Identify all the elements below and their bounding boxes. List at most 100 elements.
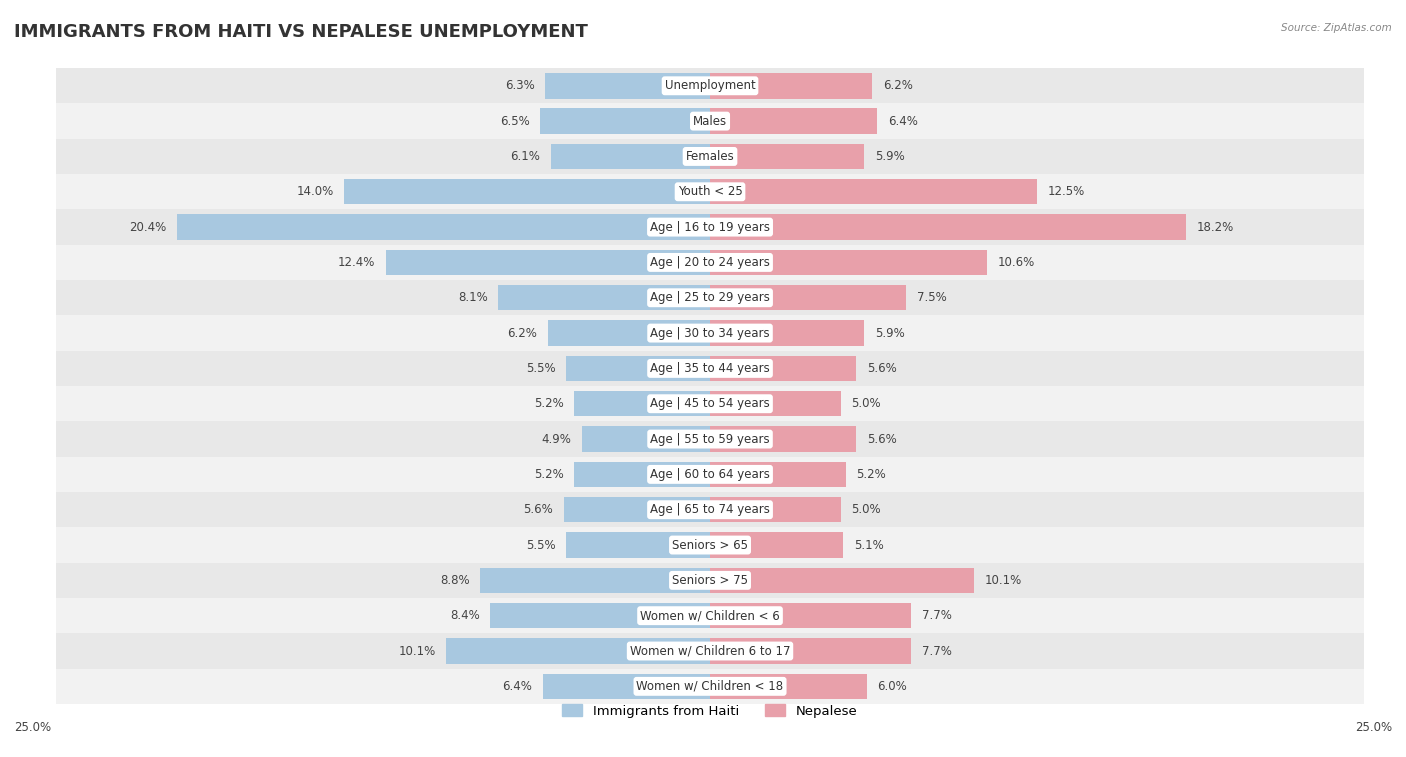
Legend: Immigrants from Haiti, Nepalese: Immigrants from Haiti, Nepalese bbox=[557, 699, 863, 723]
Bar bbox=[56, 634, 1364, 668]
Bar bbox=[710, 214, 1187, 240]
Text: Women w/ Children < 18: Women w/ Children < 18 bbox=[637, 680, 783, 693]
Text: Age | 55 to 59 years: Age | 55 to 59 years bbox=[650, 432, 770, 446]
Text: 5.6%: 5.6% bbox=[868, 432, 897, 446]
Bar bbox=[710, 179, 1038, 204]
Text: 6.4%: 6.4% bbox=[502, 680, 533, 693]
Text: Age | 60 to 64 years: Age | 60 to 64 years bbox=[650, 468, 770, 481]
Bar bbox=[710, 603, 911, 628]
Text: 8.1%: 8.1% bbox=[458, 291, 488, 304]
Text: 4.9%: 4.9% bbox=[541, 432, 571, 446]
Text: Age | 16 to 19 years: Age | 16 to 19 years bbox=[650, 220, 770, 234]
Bar bbox=[710, 426, 856, 452]
Text: 12.5%: 12.5% bbox=[1047, 185, 1084, 198]
Bar bbox=[710, 568, 974, 593]
Bar bbox=[56, 139, 1364, 174]
Bar bbox=[491, 603, 710, 628]
Text: 5.9%: 5.9% bbox=[875, 326, 904, 340]
Text: 5.0%: 5.0% bbox=[851, 397, 882, 410]
Text: 6.2%: 6.2% bbox=[508, 326, 537, 340]
Bar bbox=[546, 73, 710, 98]
Text: 12.4%: 12.4% bbox=[337, 256, 375, 269]
Text: 7.7%: 7.7% bbox=[922, 609, 952, 622]
Bar bbox=[540, 108, 710, 134]
Text: 5.0%: 5.0% bbox=[851, 503, 882, 516]
Text: 10.1%: 10.1% bbox=[398, 644, 436, 658]
Bar bbox=[574, 462, 710, 487]
Text: 6.2%: 6.2% bbox=[883, 79, 912, 92]
Text: 6.1%: 6.1% bbox=[510, 150, 540, 163]
Bar bbox=[567, 532, 710, 558]
Bar bbox=[56, 316, 1364, 350]
Text: 8.8%: 8.8% bbox=[440, 574, 470, 587]
Bar bbox=[56, 245, 1364, 280]
Bar bbox=[710, 356, 856, 381]
Bar bbox=[56, 104, 1364, 139]
Bar bbox=[56, 174, 1364, 210]
Bar bbox=[710, 391, 841, 416]
Bar bbox=[56, 280, 1364, 316]
Bar bbox=[56, 492, 1364, 528]
Text: Unemployment: Unemployment bbox=[665, 79, 755, 92]
Text: Seniors > 75: Seniors > 75 bbox=[672, 574, 748, 587]
Bar bbox=[710, 108, 877, 134]
Text: 10.6%: 10.6% bbox=[998, 256, 1035, 269]
Bar bbox=[56, 528, 1364, 562]
Text: Age | 35 to 44 years: Age | 35 to 44 years bbox=[650, 362, 770, 375]
Text: 6.5%: 6.5% bbox=[501, 114, 530, 128]
Bar bbox=[56, 598, 1364, 634]
Text: Females: Females bbox=[686, 150, 734, 163]
Text: 5.5%: 5.5% bbox=[526, 362, 555, 375]
Text: 5.2%: 5.2% bbox=[534, 397, 564, 410]
Bar bbox=[567, 356, 710, 381]
Bar bbox=[344, 179, 710, 204]
Text: Age | 30 to 34 years: Age | 30 to 34 years bbox=[650, 326, 770, 340]
Text: 6.0%: 6.0% bbox=[877, 680, 907, 693]
Bar bbox=[710, 532, 844, 558]
Bar bbox=[710, 144, 865, 169]
Text: 5.2%: 5.2% bbox=[856, 468, 886, 481]
Bar bbox=[177, 214, 710, 240]
Bar bbox=[710, 73, 872, 98]
Text: 5.6%: 5.6% bbox=[523, 503, 553, 516]
Bar bbox=[56, 422, 1364, 456]
Text: 10.1%: 10.1% bbox=[984, 574, 1022, 587]
Bar bbox=[385, 250, 710, 275]
Text: 5.1%: 5.1% bbox=[853, 538, 883, 552]
Text: 8.4%: 8.4% bbox=[450, 609, 479, 622]
Bar bbox=[574, 391, 710, 416]
Text: Age | 65 to 74 years: Age | 65 to 74 years bbox=[650, 503, 770, 516]
Bar bbox=[551, 144, 710, 169]
Text: 5.2%: 5.2% bbox=[534, 468, 564, 481]
Bar bbox=[479, 568, 710, 593]
Text: Source: ZipAtlas.com: Source: ZipAtlas.com bbox=[1281, 23, 1392, 33]
Text: 18.2%: 18.2% bbox=[1197, 220, 1233, 234]
Text: Women w/ Children < 6: Women w/ Children < 6 bbox=[640, 609, 780, 622]
Bar bbox=[56, 210, 1364, 245]
Bar bbox=[710, 250, 987, 275]
Bar bbox=[710, 497, 841, 522]
Bar bbox=[56, 68, 1364, 104]
Bar bbox=[710, 285, 905, 310]
Bar bbox=[446, 638, 710, 664]
Bar bbox=[710, 638, 911, 664]
Bar bbox=[56, 350, 1364, 386]
Text: Youth < 25: Youth < 25 bbox=[678, 185, 742, 198]
Text: Age | 25 to 29 years: Age | 25 to 29 years bbox=[650, 291, 770, 304]
Text: 6.3%: 6.3% bbox=[505, 79, 534, 92]
Text: 5.9%: 5.9% bbox=[875, 150, 904, 163]
Text: Seniors > 65: Seniors > 65 bbox=[672, 538, 748, 552]
Text: 7.5%: 7.5% bbox=[917, 291, 946, 304]
Bar bbox=[582, 426, 710, 452]
Text: Age | 20 to 24 years: Age | 20 to 24 years bbox=[650, 256, 770, 269]
Text: Males: Males bbox=[693, 114, 727, 128]
Text: 7.7%: 7.7% bbox=[922, 644, 952, 658]
Bar bbox=[56, 386, 1364, 422]
Bar bbox=[498, 285, 710, 310]
Bar bbox=[56, 456, 1364, 492]
Text: IMMIGRANTS FROM HAITI VS NEPALESE UNEMPLOYMENT: IMMIGRANTS FROM HAITI VS NEPALESE UNEMPL… bbox=[14, 23, 588, 41]
Text: 14.0%: 14.0% bbox=[297, 185, 333, 198]
Text: 5.6%: 5.6% bbox=[868, 362, 897, 375]
Text: 25.0%: 25.0% bbox=[1355, 721, 1392, 734]
Text: Women w/ Children 6 to 17: Women w/ Children 6 to 17 bbox=[630, 644, 790, 658]
